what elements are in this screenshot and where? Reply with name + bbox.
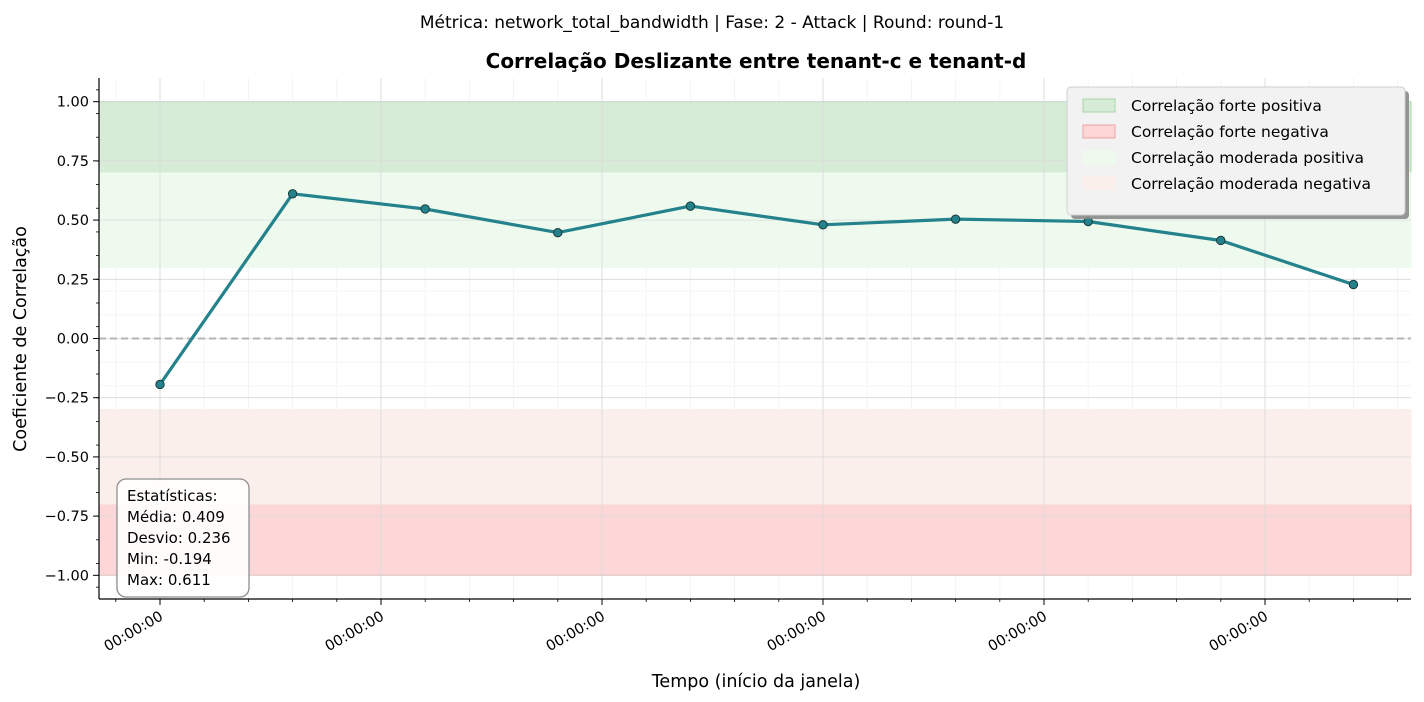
stats-line: Max: 0.611 <box>127 571 211 589</box>
data-point <box>287 189 298 199</box>
x-tick-label: 00:00:00 <box>102 609 166 655</box>
stats-box: Estatísticas: Média: 0.409 Desvio: 0.236 Mi… <box>116 478 250 598</box>
y-tick-label: −0.75 <box>45 509 89 525</box>
y-tick-label: 0.75 <box>57 154 89 170</box>
chart-title: Correlação Deslizante entre tenant-c e t… <box>486 49 1027 73</box>
stats-line: Min: -0.194 <box>127 550 212 568</box>
y-axis-label: Coeficiente de Correlação <box>11 226 31 452</box>
legend-label: Correlação forte negativa <box>1131 123 1329 141</box>
data-point <box>685 201 696 211</box>
legend-swatch <box>1082 98 1116 113</box>
legend-swatch <box>1082 150 1116 165</box>
plot-area: 1.00 0.75 0.50 0.25 0.00 −0.25 −0.50 −0.75 −1.00… <box>45 78 1412 655</box>
stats-heading: Estatísticas: <box>127 487 218 505</box>
legend-label: Correlação forte positiva <box>1131 97 1322 115</box>
y-tick-label: 1.00 <box>57 95 89 111</box>
x-tick-label: 00:00:00 <box>1207 609 1271 655</box>
x-tick-label: 00:00:00 <box>986 609 1050 655</box>
y-tick-label: 0.00 <box>57 332 89 348</box>
suptitle: Métrica: network_total_bandwidth | Fase:… <box>420 13 1004 33</box>
legend-label: Correlação moderada positiva <box>1131 149 1364 167</box>
data-point <box>420 204 430 214</box>
data-point <box>155 379 165 390</box>
x-tick-label: 00:00:00 <box>323 609 387 655</box>
x-axis-label: Tempo (início da janela) <box>651 672 861 692</box>
stats-line: Desvio: 0.236 <box>127 529 231 547</box>
y-tick-label: 0.50 <box>57 213 89 229</box>
y-tick-label: −0.25 <box>45 391 89 407</box>
y-tick-label: −1.00 <box>45 568 89 584</box>
data-point <box>1216 235 1226 246</box>
series-line <box>158 192 1354 386</box>
x-tick-label: 00:00:00 <box>765 609 829 655</box>
legend: Correlação forte positiva Correlação fort… <box>1066 86 1409 219</box>
y-tick-label: −0.50 <box>45 450 89 466</box>
data-point <box>818 220 828 230</box>
stats-line: Média: 0.409 <box>127 508 225 526</box>
legend-swatch <box>1082 124 1116 139</box>
data-point <box>1348 279 1359 290</box>
legend-box <box>1066 86 1406 216</box>
data-point <box>950 214 961 224</box>
legend-label: Correlação moderada negativa <box>1131 175 1371 193</box>
y-tick-label: 0.25 <box>57 272 89 288</box>
x-tick-label: 00:00:00 <box>544 609 608 655</box>
data-point <box>553 227 563 238</box>
band-1 <box>98 503 1412 576</box>
stats-box-frame <box>116 478 250 598</box>
legend-swatch <box>1082 176 1116 191</box>
